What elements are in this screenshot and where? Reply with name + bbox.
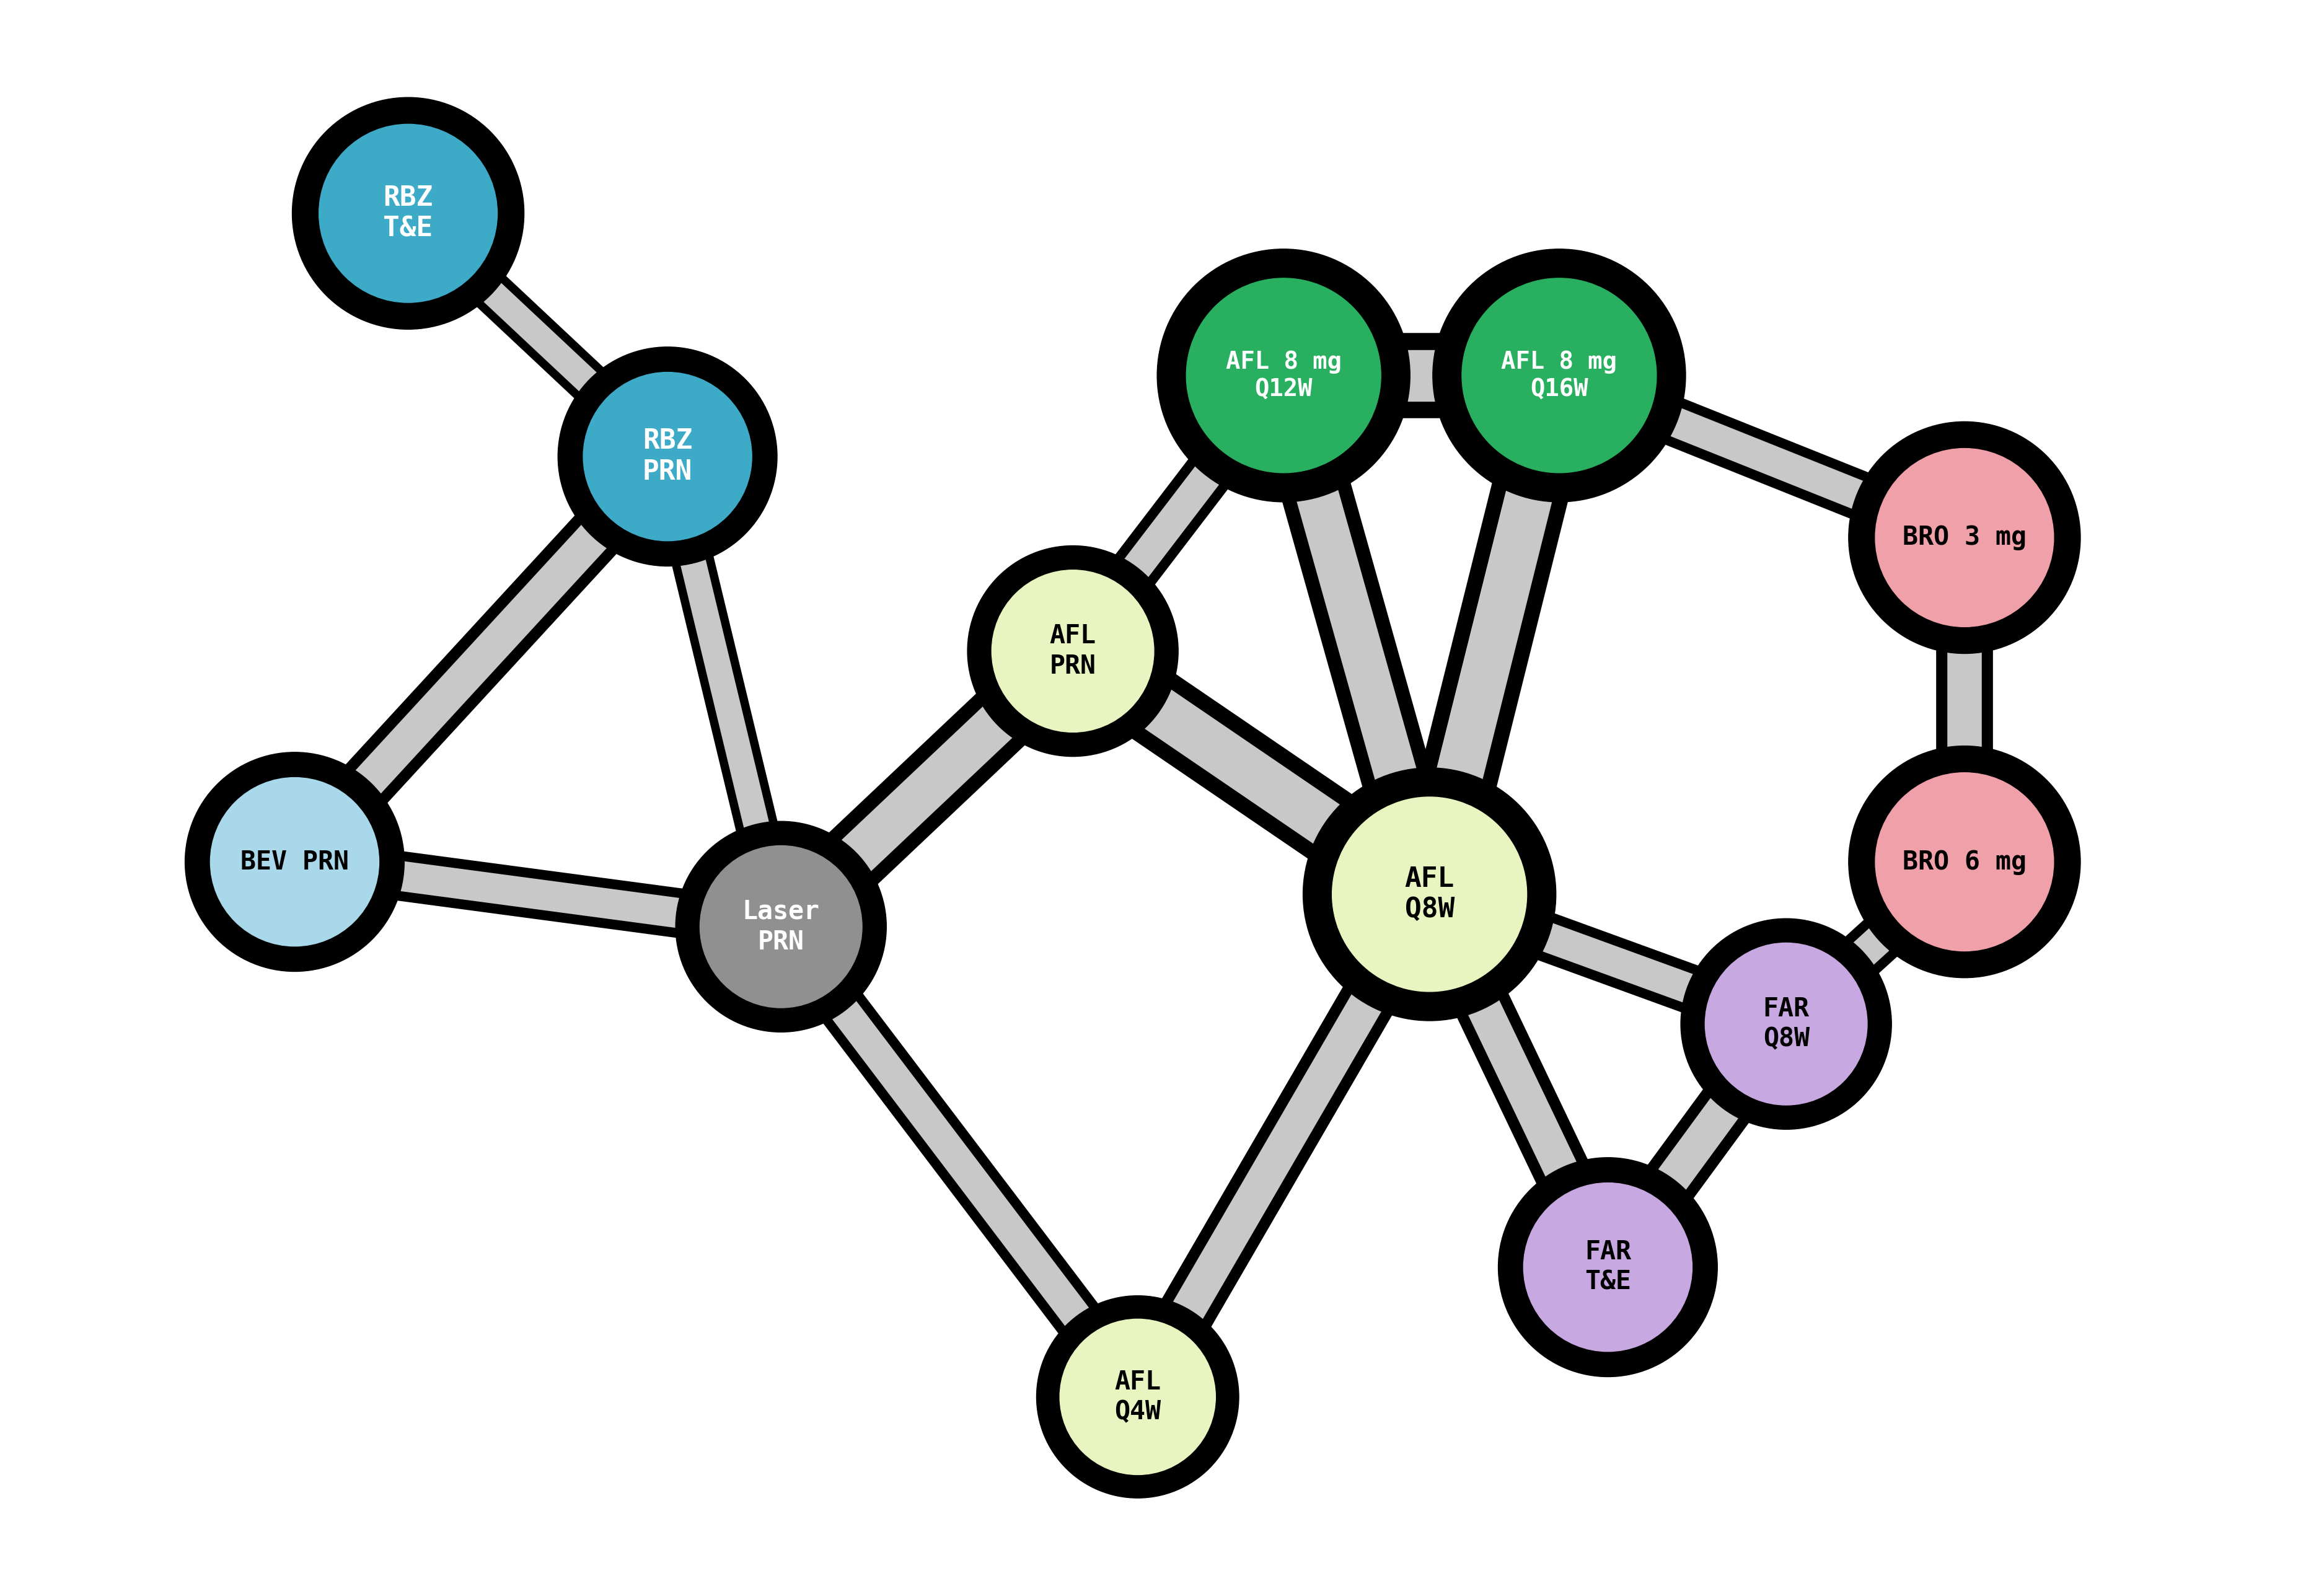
Circle shape [1304,768,1557,1020]
Text: Laser
PRN: Laser PRN [741,899,820,955]
Text: BRO 6 mg: BRO 6 mg [1903,850,2027,875]
Text: AFL
Q4W: AFL Q4W [1116,1369,1162,1425]
Circle shape [992,571,1155,732]
Circle shape [1185,279,1380,473]
Text: AFL 8 mg
Q16W: AFL 8 mg Q16W [1501,351,1618,400]
Circle shape [1332,797,1527,991]
Text: RBZ
PRN: RBZ PRN [644,427,693,485]
Circle shape [676,821,885,1031]
Circle shape [1848,422,2080,654]
Circle shape [186,752,404,971]
Text: BRO 3 mg: BRO 3 mg [1903,524,2027,550]
Circle shape [211,778,379,947]
Text: RBZ
T&E: RBZ T&E [383,185,432,242]
Circle shape [1706,944,1866,1105]
Circle shape [583,373,753,540]
Circle shape [1848,746,2080,977]
Text: BEV PRN: BEV PRN [239,850,349,875]
Circle shape [1875,448,2054,626]
Circle shape [1499,1157,1717,1377]
Circle shape [1525,1183,1692,1352]
Circle shape [558,347,776,566]
Circle shape [318,124,497,303]
Text: AFL
Q8W: AFL Q8W [1404,866,1455,923]
Text: FAR
T&E: FAR T&E [1585,1239,1631,1296]
Text: AFL
PRN: AFL PRN [1050,623,1097,679]
Circle shape [1432,249,1685,502]
Circle shape [700,846,862,1007]
Circle shape [1157,249,1411,502]
Circle shape [1060,1320,1215,1474]
Circle shape [1462,279,1657,473]
Text: AFL 8 mg
Q12W: AFL 8 mg Q12W [1225,351,1341,400]
Circle shape [1875,773,2054,952]
Text: FAR
Q8W: FAR Q8W [1764,996,1810,1052]
Circle shape [1037,1296,1239,1498]
Circle shape [967,545,1178,757]
Circle shape [1680,918,1892,1130]
Circle shape [293,97,523,330]
